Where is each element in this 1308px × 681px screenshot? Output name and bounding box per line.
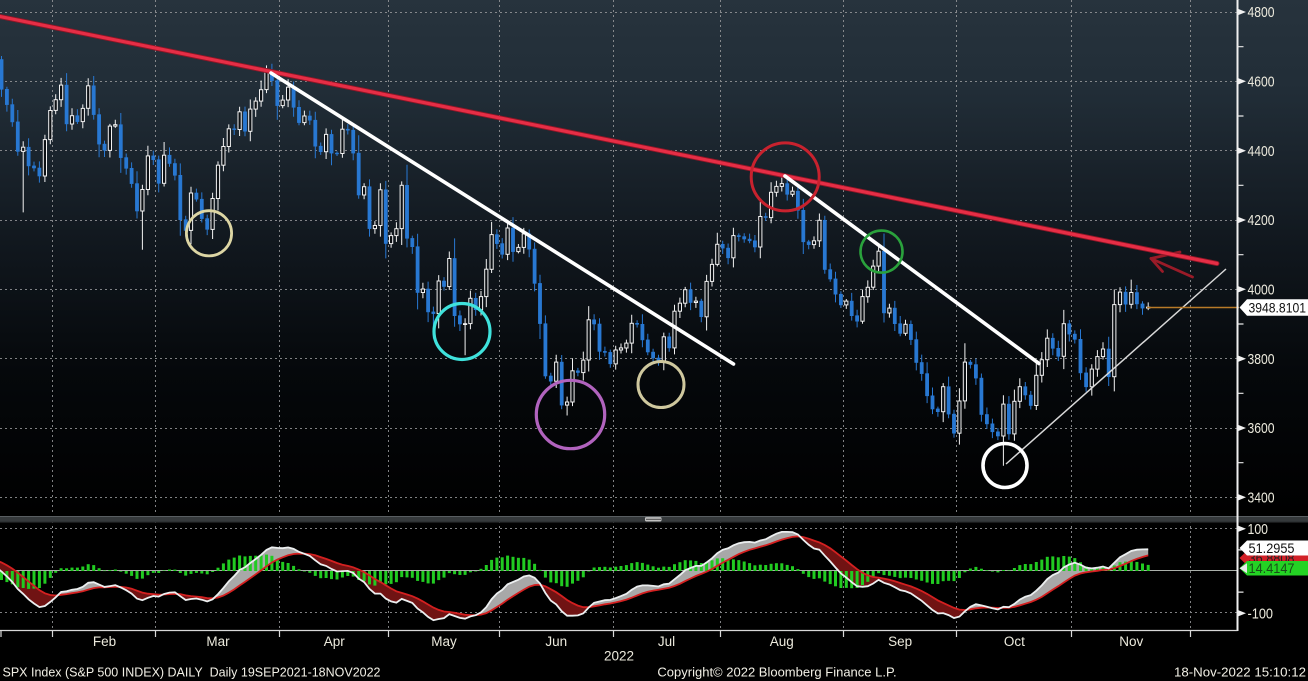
svg-text:4400: 4400 bbox=[1248, 143, 1275, 160]
svg-text:2022: 2022 bbox=[604, 649, 634, 664]
svg-text:Copyright© 2022 Bloomberg Fina: Copyright© 2022 Bloomberg Finance L.P. bbox=[657, 665, 896, 680]
svg-text:Oct: Oct bbox=[1004, 634, 1025, 649]
svg-text:Feb: Feb bbox=[93, 634, 116, 649]
svg-text:Jul: Jul bbox=[658, 634, 675, 649]
svg-text:Apr: Apr bbox=[324, 634, 346, 649]
svg-text:4200: 4200 bbox=[1248, 212, 1275, 229]
svg-text:4800: 4800 bbox=[1248, 4, 1275, 21]
svg-text:SPX Index (S&P 500 INDEX) DAIL: SPX Index (S&P 500 INDEX) DAILY Daily 19… bbox=[3, 665, 381, 680]
svg-text:3600: 3600 bbox=[1248, 420, 1275, 437]
svg-text:100: 100 bbox=[1248, 521, 1269, 538]
svg-text:14.4147: 14.4147 bbox=[1249, 560, 1295, 576]
svg-text:4000: 4000 bbox=[1248, 282, 1275, 299]
svg-text:Mar: Mar bbox=[206, 634, 230, 649]
svg-text:May: May bbox=[431, 634, 457, 649]
svg-text:Nov: Nov bbox=[1119, 634, 1143, 649]
svg-text:Aug: Aug bbox=[770, 634, 794, 649]
svg-text:18-Nov-2022 15:10:12: 18-Nov-2022 15:10:12 bbox=[1174, 665, 1306, 680]
svg-text:-100: -100 bbox=[1248, 606, 1274, 623]
svg-text:Jun: Jun bbox=[545, 634, 567, 649]
svg-text:3400: 3400 bbox=[1248, 490, 1275, 507]
svg-text:Sep: Sep bbox=[888, 634, 912, 649]
svg-text:3800: 3800 bbox=[1248, 351, 1275, 368]
svg-text:51.2955: 51.2955 bbox=[1249, 540, 1295, 556]
svg-text:4600: 4600 bbox=[1248, 74, 1275, 91]
svg-text:3948.8101: 3948.8101 bbox=[1249, 300, 1307, 316]
